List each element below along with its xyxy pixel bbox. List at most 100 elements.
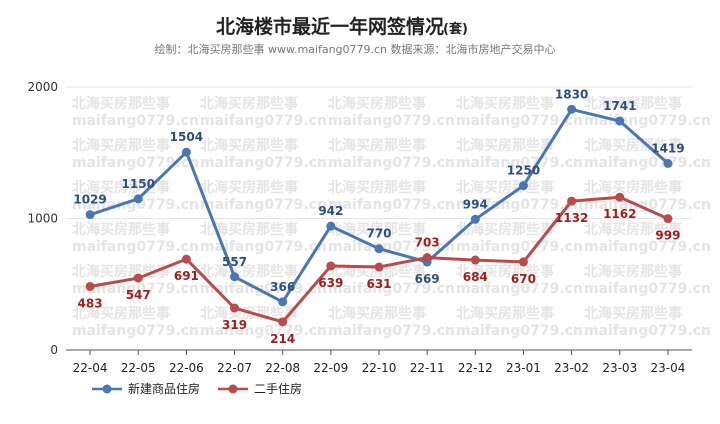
watermark-text: 北海买房那些事	[200, 137, 298, 154]
data-label: 1504	[170, 130, 203, 144]
data-point[interactable]	[278, 317, 288, 327]
watermark-text: 北海买房那些事	[200, 95, 298, 112]
data-label: 483	[78, 296, 103, 310]
data-label: 214	[270, 332, 295, 346]
legend-item-second-hand-housing[interactable]: 二手住房	[218, 381, 302, 396]
data-point[interactable]	[374, 244, 384, 254]
data-point[interactable]	[615, 116, 625, 126]
x-tick-label: 22-10	[362, 361, 397, 375]
x-tick-label: 23-04	[650, 361, 685, 375]
data-point[interactable]	[230, 272, 240, 282]
watermark-text: maifang0779.cn	[584, 281, 711, 297]
data-label: 942	[318, 204, 343, 218]
legend: 新建商品住房 二手住房	[92, 381, 302, 396]
data-label: 1250	[507, 164, 540, 178]
watermark-text: maifang0779.cn	[328, 155, 455, 171]
data-label: 691	[174, 269, 199, 283]
y-tick-label: 0	[50, 343, 58, 357]
watermark-text: 北海买房那些事	[328, 137, 426, 154]
watermark-text: 北海买房那些事	[456, 179, 554, 196]
x-tick-label: 22-08	[265, 361, 300, 375]
watermark-text: 北海买房那些事	[200, 263, 298, 280]
data-point[interactable]	[278, 297, 288, 307]
data-point[interactable]	[85, 281, 95, 291]
watermark-text: maifang0779.cn	[200, 323, 327, 339]
x-tick-label: 22-09	[313, 361, 348, 375]
watermark-text: 北海买房那些事	[328, 95, 426, 112]
data-point[interactable]	[615, 192, 625, 202]
data-point[interactable]	[422, 253, 432, 263]
watermark-text: maifang0779.cn	[328, 323, 455, 339]
data-point[interactable]	[518, 257, 528, 267]
data-point[interactable]	[470, 214, 480, 224]
data-label: 557	[222, 255, 247, 269]
watermark-text: 北海买房那些事	[456, 305, 554, 322]
series-layer	[85, 104, 673, 327]
chart-title-unit: (套)	[443, 21, 468, 37]
watermark-text: 北海买房那些事	[584, 305, 682, 322]
watermark-text: 北海买房那些事	[72, 95, 170, 112]
data-label: 999	[655, 229, 680, 243]
watermark-text: 北海买房那些事	[328, 305, 426, 322]
data-point[interactable]	[326, 221, 336, 231]
data-point[interactable]	[326, 261, 336, 271]
chart-title: 北海楼市最近一年网签情况	[216, 15, 444, 38]
data-point[interactable]	[181, 147, 191, 157]
watermark-text: maifang0779.cn	[456, 155, 583, 171]
x-tick-label: 23-02	[554, 361, 589, 375]
data-point[interactable]	[567, 104, 577, 114]
data-point[interactable]	[230, 303, 240, 313]
watermark-text: 北海买房那些事	[72, 221, 170, 238]
x-tick-label: 22-05	[121, 361, 156, 375]
data-label: 1741	[603, 99, 636, 113]
watermark-text: maifang0779.cn	[200, 113, 327, 129]
watermark-text: maifang0779.cn	[584, 239, 711, 255]
data-label: 669	[415, 272, 440, 286]
data-label: 770	[366, 227, 391, 241]
watermark-text: 北海买房那些事	[328, 221, 426, 238]
data-point[interactable]	[374, 262, 384, 272]
watermark-text: maifang0779.cn	[456, 113, 583, 129]
label-layer: 1029 1150 1504 557 366 942 770 669 994 1250 1830 17…	[73, 87, 684, 346]
x-tick-label: 22-04	[73, 361, 108, 375]
data-label: 631	[366, 277, 391, 291]
watermark-text: 北海买房那些事	[584, 263, 682, 280]
x-tick-label: 22-12	[458, 361, 493, 375]
legend-label-second-hand-housing: 二手住房	[254, 381, 302, 396]
y-tick-label: 1000	[27, 212, 58, 226]
watermark-text: maifang0779.cn	[456, 323, 583, 339]
watermark-text: maifang0779.cn	[456, 281, 583, 297]
y-tick-label: 2000	[27, 80, 58, 94]
legend-item-new-housing[interactable]: 新建商品住房	[92, 381, 200, 396]
data-point[interactable]	[567, 196, 577, 206]
data-label: 703	[415, 236, 440, 250]
watermark-text: maifang0779.cn	[328, 239, 455, 255]
data-point[interactable]	[663, 158, 673, 168]
watermark-text: 北海买房那些事	[72, 137, 170, 154]
data-label: 1419	[651, 141, 684, 155]
watermark-text: maifang0779.cn	[328, 281, 455, 297]
watermark-text: maifang0779.cn	[328, 113, 455, 129]
data-label: 547	[126, 288, 151, 302]
data-point[interactable]	[518, 181, 528, 191]
data-point[interactable]	[663, 214, 673, 224]
data-label: 684	[463, 270, 488, 284]
data-point[interactable]	[470, 255, 480, 265]
watermark-text: 北海买房那些事	[584, 179, 682, 196]
data-label: 639	[318, 276, 343, 290]
data-point[interactable]	[133, 194, 143, 204]
x-tick-label: 23-03	[602, 361, 637, 375]
watermark-text: 北海买房那些事	[456, 221, 554, 238]
data-point[interactable]	[181, 254, 191, 264]
watermark-text: maifang0779.cn	[584, 113, 711, 129]
data-point[interactable]	[133, 273, 143, 283]
x-tick-label: 23-01	[506, 361, 541, 375]
watermark-text: 北海买房那些事	[72, 305, 170, 322]
watermark-text: maifang0779.cn	[328, 197, 455, 213]
data-label: 1830	[555, 87, 588, 101]
data-label: 1150	[122, 177, 155, 191]
axis-layer: 0 1000 2000 22-04 22-05 22-06 22-07 22-08 22-09 2…	[27, 80, 692, 375]
data-point[interactable]	[85, 210, 95, 220]
watermark-text: maifang0779.cn	[72, 323, 199, 339]
